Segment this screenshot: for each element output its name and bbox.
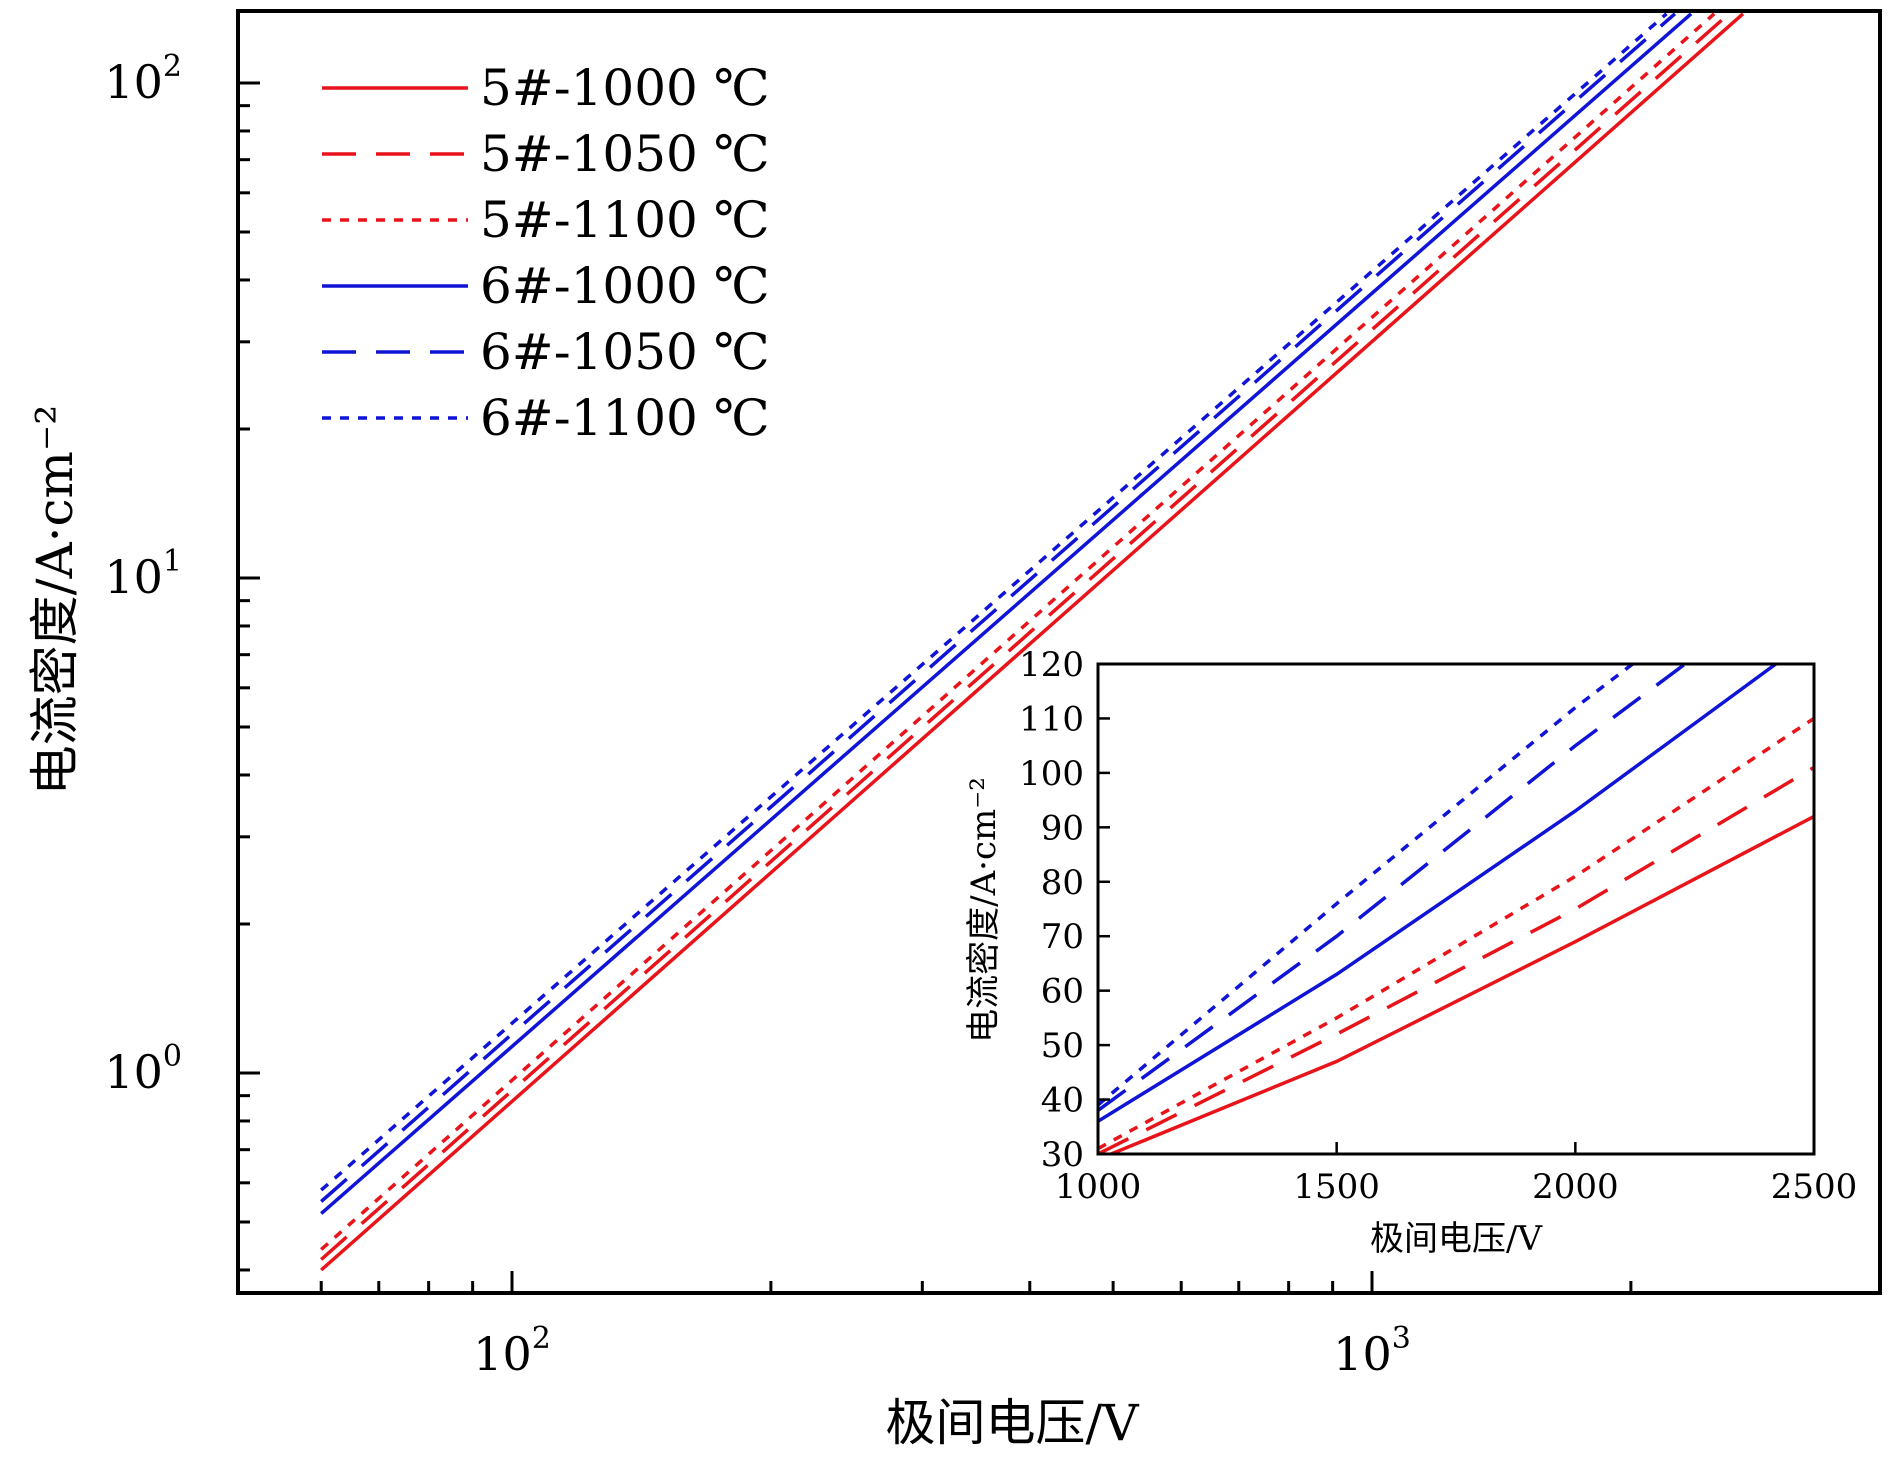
inset-y-tick-label-7: 90 [1041, 808, 1084, 848]
inset-chart: 1000 1500 2000 250030405060708090100110120 … [964, 645, 1857, 1259]
main-x-tick-labels: 102 103 [473, 1321, 1411, 1381]
inset-y-axis-label: 电流密度/A·cm⁻² [964, 777, 1004, 1043]
main-chart: 102 103 100 101 102 极间电压/V 电流密度/A·cm⁻² 5… [26, 9, 1882, 1452]
inset-series-line-5 [1098, 664, 1687, 1112]
legend-label-6: 6#-1100 ℃ [480, 389, 770, 447]
inset-y-tick-label-5: 70 [1041, 917, 1084, 957]
legend-label-3: 5#-1100 ℃ [480, 191, 770, 249]
inset-series-line-2 [1098, 765, 1814, 1154]
inset-series-lines [1098, 664, 1814, 1154]
inset-series-line-3 [1098, 716, 1814, 1151]
inset-x-tick-label-4: 2500 [1771, 1167, 1858, 1207]
x-tick-label-1e3: 103 [1333, 1321, 1411, 1381]
inset-y-tick-label-9: 110 [1019, 699, 1084, 739]
inset-ticks: 1000 1500 2000 2500 30 40 50 60 70 80 90 100 110 120 [1019, 645, 1857, 1207]
inset-plot-frame [1096, 662, 1816, 1156]
inset-y-tick-label-3: 50 [1041, 1026, 1084, 1066]
legend: 5#-1000 ℃ 5#-1050 ℃ 5#-1100 ℃ 6#-1000 ℃ 6#-1… [322, 59, 770, 447]
legend-label-2: 5#-1050 ℃ [480, 125, 770, 183]
main-series-line-5 [320, 12, 1677, 1203]
main-x-axis-label: 极间电压/V [886, 1394, 1140, 1452]
main-series-line-2 [320, 12, 1731, 1261]
legend-label-1: 5#-1000 ℃ [480, 59, 770, 117]
inset-y-tick-label-6: 80 [1041, 863, 1084, 903]
main-y-axis-label: 电流密度/A·cm⁻² [26, 405, 84, 796]
inset-x-axis-label: 极间电压/V [1370, 1219, 1543, 1259]
y-tick-label-1e2: 102 [104, 49, 182, 109]
inset-y-tick-label-4: 60 [1041, 972, 1084, 1012]
main-y-tick-labels: 100 101 102 [104, 49, 182, 1099]
y-tick-label-1e0: 100 [104, 1039, 182, 1099]
inset-x-tick-label-2: 1500 [1293, 1167, 1380, 1207]
main-series-lines [320, 12, 1745, 1272]
inset-y-tick-label-1: 30 [1041, 1135, 1084, 1175]
inset-series-line-1 [1106, 814, 1814, 1154]
inset-y-tick-label-8: 100 [1019, 754, 1084, 794]
inset-background [1098, 664, 1814, 1154]
inset-series-line-4 [1098, 664, 1777, 1123]
inset-x-tick-label-3: 2000 [1532, 1167, 1619, 1207]
x-tick-label-1e2: 102 [473, 1321, 551, 1381]
main-series-line-4 [320, 12, 1693, 1215]
legend-label-5: 6#-1050 ℃ [480, 323, 770, 381]
inset-y-tick-label-2: 40 [1041, 1081, 1084, 1121]
main-series-line-1 [320, 12, 1745, 1272]
main-series-line-3 [320, 12, 1716, 1251]
y-tick-label-1e1: 101 [104, 544, 182, 604]
legend-label-4: 6#-1000 ℃ [480, 257, 770, 315]
main-plot-frame [236, 9, 1882, 1295]
inset-x-tick-label-1: 1000 [1055, 1167, 1142, 1207]
inset-y-tick-label-10: 120 [1019, 645, 1084, 685]
